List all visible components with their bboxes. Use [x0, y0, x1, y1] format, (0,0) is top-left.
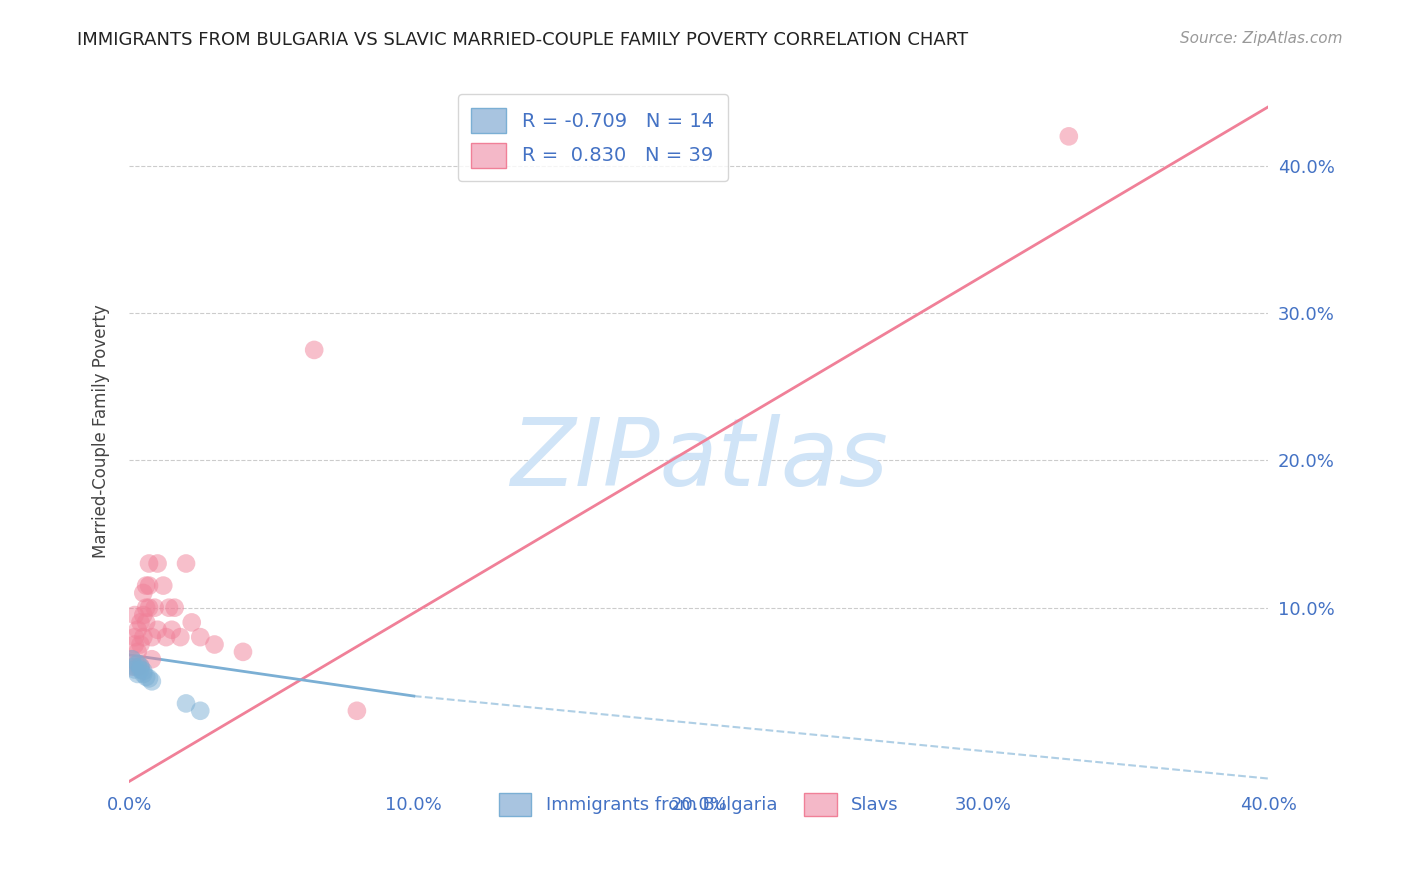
Point — [138, 600, 160, 615]
Point — [346, 704, 368, 718]
Point — [174, 697, 197, 711]
Point — [132, 586, 155, 600]
Point — [135, 600, 157, 615]
Point — [232, 645, 254, 659]
Point — [129, 659, 152, 673]
Point — [124, 630, 146, 644]
Point — [127, 623, 149, 637]
Text: Source: ZipAtlas.com: Source: ZipAtlas.com — [1180, 31, 1343, 46]
Point — [141, 674, 163, 689]
Point — [146, 623, 169, 637]
Point — [138, 578, 160, 592]
Point — [121, 659, 143, 673]
Point — [132, 630, 155, 644]
Text: ZIPatlas: ZIPatlas — [510, 414, 887, 505]
Point — [124, 659, 146, 673]
Point — [127, 659, 149, 673]
Point — [180, 615, 202, 630]
Point — [146, 557, 169, 571]
Point — [302, 343, 325, 357]
Point — [188, 630, 211, 644]
Point — [143, 600, 166, 615]
Point — [135, 670, 157, 684]
Point — [188, 704, 211, 718]
Point — [132, 608, 155, 623]
Point — [132, 664, 155, 678]
Point — [129, 638, 152, 652]
Point — [129, 659, 152, 673]
Point — [127, 667, 149, 681]
Point — [132, 667, 155, 681]
Point — [129, 615, 152, 630]
Text: IMMIGRANTS FROM BULGARIA VS SLAVIC MARRIED-COUPLE FAMILY POVERTY CORRELATION CHA: IMMIGRANTS FROM BULGARIA VS SLAVIC MARRI… — [77, 31, 969, 49]
Point — [1057, 129, 1080, 144]
Point — [163, 600, 186, 615]
Point — [169, 630, 191, 644]
Point — [124, 608, 146, 623]
Point — [135, 615, 157, 630]
Y-axis label: Married-Couple Family Poverty: Married-Couple Family Poverty — [93, 304, 110, 558]
Point — [138, 557, 160, 571]
Point — [141, 630, 163, 644]
Point — [204, 638, 226, 652]
Point — [141, 652, 163, 666]
Point — [152, 578, 174, 592]
Point — [127, 645, 149, 659]
Point — [135, 578, 157, 592]
Legend: Immigrants from Bulgaria, Slavs: Immigrants from Bulgaria, Slavs — [489, 784, 908, 825]
Point — [174, 557, 197, 571]
Point — [160, 623, 183, 637]
Point — [121, 652, 143, 666]
Point — [121, 652, 143, 666]
Point — [129, 663, 152, 677]
Point — [155, 630, 177, 644]
Point — [124, 663, 146, 677]
Point — [157, 600, 180, 615]
Point — [127, 657, 149, 671]
Point — [138, 672, 160, 686]
Point — [124, 638, 146, 652]
